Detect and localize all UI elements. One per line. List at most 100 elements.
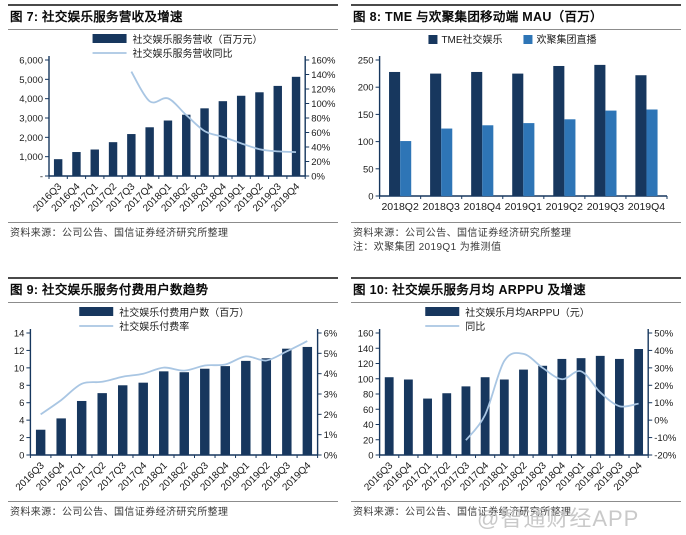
plot-area: 0 20 40 60 80 100 120 140 160 -20% -10% 0% 10% 20% 30%…	[358, 329, 677, 494]
legend: 社交娱乐月均ARPPU（元） 同比	[425, 306, 590, 333]
svg-text:20: 20	[363, 436, 374, 447]
fig9-chart: 024681012140%1%2%3%4%5%6%2016Q32016Q4201…	[14, 306, 338, 493]
fig7-panel: 图 7: 社交娱乐服务营收及增速 - 1,000 2,000 3,000 4,000 5,…	[8, 4, 338, 241]
svg-text:社交娱乐服务营收同比: 社交娱乐服务营收同比	[133, 47, 233, 60]
svg-text:欢聚集团直播: 欢聚集团直播	[536, 33, 596, 46]
svg-text:2018Q3: 2018Q3	[422, 201, 460, 213]
svg-text:140: 140	[358, 344, 374, 355]
svg-text:1%: 1%	[324, 431, 338, 442]
svg-text:120: 120	[358, 359, 374, 370]
fig8-source: 资料来源：公司公告、国信证券经济研究所整理	[353, 228, 572, 240]
divider	[351, 222, 681, 224]
svg-text:100%: 100%	[311, 99, 336, 110]
svg-text:4,000: 4,000	[19, 95, 43, 106]
divider	[351, 277, 681, 279]
legend: 社交娱乐服务营收（百万元）社交娱乐服务营收同比	[92, 33, 263, 60]
svg-text:200: 200	[358, 83, 374, 94]
line-series-0	[40, 340, 308, 416]
svg-text:社交娱乐服务营收（百万元）: 社交娱乐服务营收（百万元）	[133, 33, 263, 46]
svg-text:4%: 4%	[324, 370, 338, 381]
watermark-zhitong-caijing: @智通财经APP	[477, 506, 640, 531]
divider	[351, 302, 681, 304]
svg-text:100: 100	[358, 137, 374, 148]
fig7-title: 图 7: 社交娱乐服务营收及增速	[10, 10, 183, 24]
svg-text:1,000: 1,000	[19, 153, 43, 164]
svg-text:社交娱乐付费率: 社交娱乐付费率	[119, 320, 189, 333]
svg-text:12: 12	[14, 346, 25, 357]
svg-text:20%: 20%	[654, 381, 674, 392]
fig7-chart: - 1,000 2,000 3,000 4,000 5,000 6,000 0% 20% 40% 6…	[19, 33, 336, 215]
bar-series-0	[384, 349, 644, 456]
svg-text:120%: 120%	[311, 85, 336, 96]
line-series-0	[130, 71, 297, 154]
fig8-title: 图 8: TME 与欢聚集团移动端 MAU（百万）	[353, 10, 603, 24]
svg-text:60%: 60%	[311, 128, 331, 139]
bar-series-0	[35, 347, 313, 456]
svg-text:2,000: 2,000	[19, 133, 43, 144]
svg-text:160%: 160%	[311, 56, 336, 67]
fig9-title: 图 9: 社交娱乐服务付费用户数趋势	[10, 283, 209, 297]
plot-area: - 1,000 2,000 3,000 4,000 5,000 6,000 0% 20% 40% 6…	[19, 56, 336, 215]
svg-text:40%: 40%	[654, 346, 674, 357]
svg-text:0: 0	[368, 451, 373, 462]
svg-text:20%: 20%	[311, 157, 331, 168]
svg-text:14: 14	[14, 329, 25, 340]
svg-text:140%: 140%	[311, 70, 336, 81]
svg-text:TME社交娱乐: TME社交娱乐	[441, 33, 502, 46]
fig10-source: 资料来源：公司公告、国信证券经济研究所整理	[353, 507, 572, 519]
svg-text:0%: 0%	[654, 416, 668, 427]
svg-text:2019Q3: 2019Q3	[587, 201, 625, 213]
divider	[351, 29, 681, 31]
svg-text:50: 50	[363, 165, 374, 176]
bar-series-1	[400, 109, 658, 197]
fig8-note: 注：欢聚集团 2019Q1 为推测值	[353, 242, 502, 254]
legend: 社交娱乐付费用户数（百万）社交娱乐付费率	[79, 306, 249, 333]
svg-text:2018Q2: 2018Q2	[381, 201, 419, 213]
svg-text:5,000: 5,000	[19, 75, 43, 86]
fig9-source: 资料来源：公司公告、国信证券经济研究所整理	[10, 507, 229, 519]
bar-series-0	[53, 77, 301, 177]
svg-text:250: 250	[358, 56, 374, 67]
svg-text:2%: 2%	[324, 410, 338, 421]
svg-text:6%: 6%	[324, 329, 338, 340]
fig7-source: 资料来源：公司公告、国信证券经济研究所整理	[10, 228, 229, 240]
divider	[8, 277, 338, 279]
divider	[351, 501, 681, 503]
svg-text:0%: 0%	[311, 172, 325, 183]
svg-text:40: 40	[363, 420, 374, 431]
svg-text:50%: 50%	[654, 329, 674, 340]
svg-text:2: 2	[19, 433, 24, 444]
svg-text:10%: 10%	[654, 399, 674, 410]
divider	[8, 222, 338, 224]
fig10-title: 图 10: 社交娱乐服务月均 ARPPU 及增速	[353, 283, 586, 297]
legend: TME社交娱乐 欢聚集团直播	[428, 33, 596, 46]
divider	[8, 302, 338, 304]
line-series-0	[465, 352, 639, 442]
svg-text:社交娱乐付费用户数（百万）: 社交娱乐付费用户数（百万）	[119, 306, 249, 319]
divider	[351, 4, 681, 6]
svg-text:2019Q2: 2019Q2	[546, 201, 584, 213]
divider	[8, 501, 338, 503]
svg-text:150: 150	[358, 110, 374, 121]
divider	[8, 29, 338, 31]
svg-text:160: 160	[358, 329, 374, 340]
svg-text:8: 8	[19, 381, 24, 392]
svg-text:2019Q4: 2019Q4	[628, 201, 666, 213]
svg-text:0: 0	[368, 192, 373, 203]
fig10-panel: 图 10: 社交娱乐服务月均 ARPPU 及增速 0 20 40 60 80 100 120…	[351, 277, 681, 520]
svg-text:30%: 30%	[654, 364, 674, 375]
svg-text:-10%: -10%	[654, 433, 677, 444]
bar-series-0	[389, 65, 647, 197]
svg-text:6,000: 6,000	[19, 56, 43, 67]
svg-text:40%: 40%	[311, 143, 331, 154]
svg-text:6: 6	[19, 399, 24, 410]
svg-text:10: 10	[14, 364, 25, 375]
svg-text:4: 4	[19, 416, 24, 427]
fig9-panel: 图 9: 社交娱乐服务付费用户数趋势 0 2 4 6 8 10 12 14 0% 1% 2% 3% 4%…	[8, 277, 338, 520]
divider	[8, 4, 338, 6]
svg-text:0%: 0%	[324, 451, 338, 462]
svg-text:60: 60	[363, 405, 374, 416]
svg-text:3,000: 3,000	[19, 114, 43, 125]
